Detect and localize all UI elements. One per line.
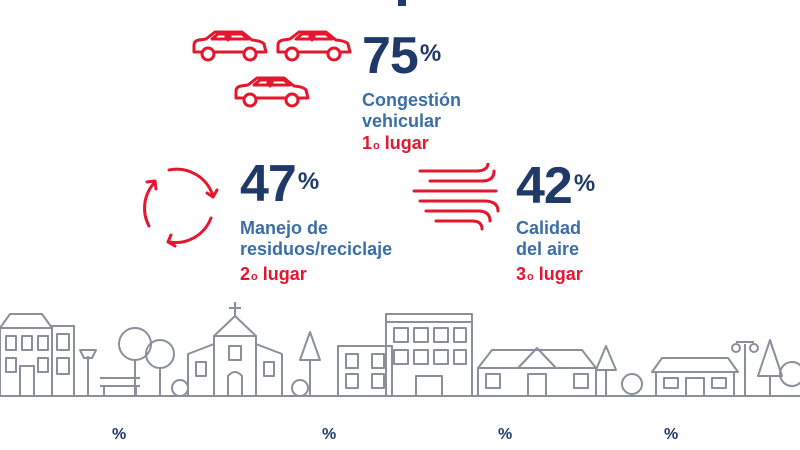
stat-congestion-rank: 1o lugar xyxy=(362,133,429,153)
cars-icon xyxy=(190,30,355,115)
wind-icon xyxy=(412,163,504,235)
bottom-stat-3: % xyxy=(498,426,513,443)
bottom-stat-1: % xyxy=(112,426,127,443)
cityscape-illustration xyxy=(0,296,800,406)
stat-waste-value: 47% xyxy=(240,155,319,213)
top-accent-mark xyxy=(398,0,406,6)
recycle-arrows-icon xyxy=(135,160,227,252)
stat-air-value: 42% xyxy=(516,157,595,215)
stat-air-label: Calidad del aire xyxy=(516,218,582,259)
stat-waste-label: Manejo de residuos/reciclaje xyxy=(240,218,393,259)
stat-air-rank: 3o lugar xyxy=(516,264,583,284)
bottom-stat-4: % xyxy=(664,426,679,443)
stat-waste-rank: 2o lugar xyxy=(240,264,307,284)
stat-congestion-label: Congestión vehicular xyxy=(362,90,461,131)
bottom-stat-2: % xyxy=(322,426,337,443)
stat-congestion-value: 75% xyxy=(362,27,441,85)
